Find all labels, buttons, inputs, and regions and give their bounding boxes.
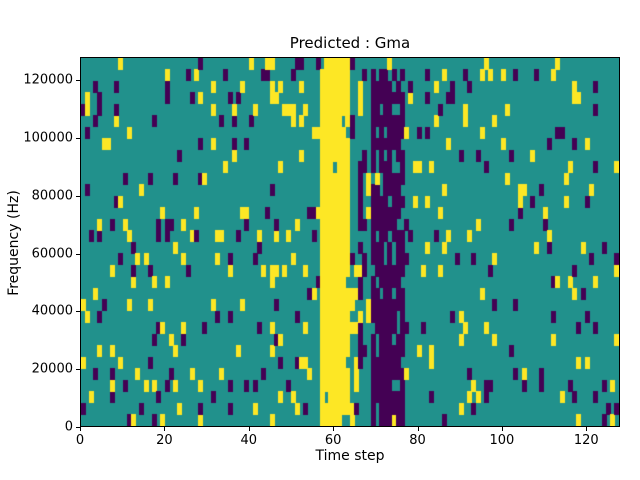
y-tick-label: 20000 bbox=[31, 361, 73, 377]
x-tick-mark bbox=[586, 427, 588, 431]
x-tick-label: 60 bbox=[324, 433, 342, 448]
y-tick-label: 60000 bbox=[31, 246, 73, 262]
y-tick-mark bbox=[76, 80, 80, 82]
y-tick-mark bbox=[76, 427, 80, 428]
x-tick-label: 120 bbox=[573, 433, 599, 448]
x-tick-mark bbox=[164, 427, 166, 431]
x-tick-label: 0 bbox=[75, 433, 85, 448]
y-tick-label: 100000 bbox=[23, 130, 73, 146]
y-axis-label: Frequency (Hz) bbox=[6, 190, 22, 296]
x-tick-label: 40 bbox=[240, 433, 258, 448]
heatmap-canvas bbox=[81, 58, 619, 426]
x-tick-label: 100 bbox=[489, 433, 515, 448]
y-tick-label: 80000 bbox=[31, 188, 73, 204]
x-tick-label: 80 bbox=[409, 433, 426, 448]
y-tick-label: 120000 bbox=[23, 72, 73, 88]
x-tick-mark bbox=[80, 427, 81, 431]
y-tick-mark bbox=[76, 311, 80, 313]
y-tick-label: 40000 bbox=[31, 303, 73, 319]
y-tick-mark bbox=[76, 369, 80, 371]
y-tick-mark bbox=[76, 195, 80, 197]
chart-title: Predicted : Gma bbox=[289, 34, 411, 52]
x-tick-mark bbox=[501, 427, 503, 431]
y-tick-mark bbox=[76, 137, 80, 139]
x-axis-label: Time step bbox=[315, 448, 385, 464]
x-tick-mark bbox=[333, 427, 335, 431]
y-tick-mark bbox=[76, 253, 80, 255]
x-tick-mark bbox=[417, 427, 419, 431]
y-tick-label: 0 bbox=[64, 419, 73, 435]
x-tick-label: 20 bbox=[156, 433, 173, 448]
plot-area bbox=[80, 57, 620, 427]
x-tick-mark bbox=[248, 427, 250, 431]
